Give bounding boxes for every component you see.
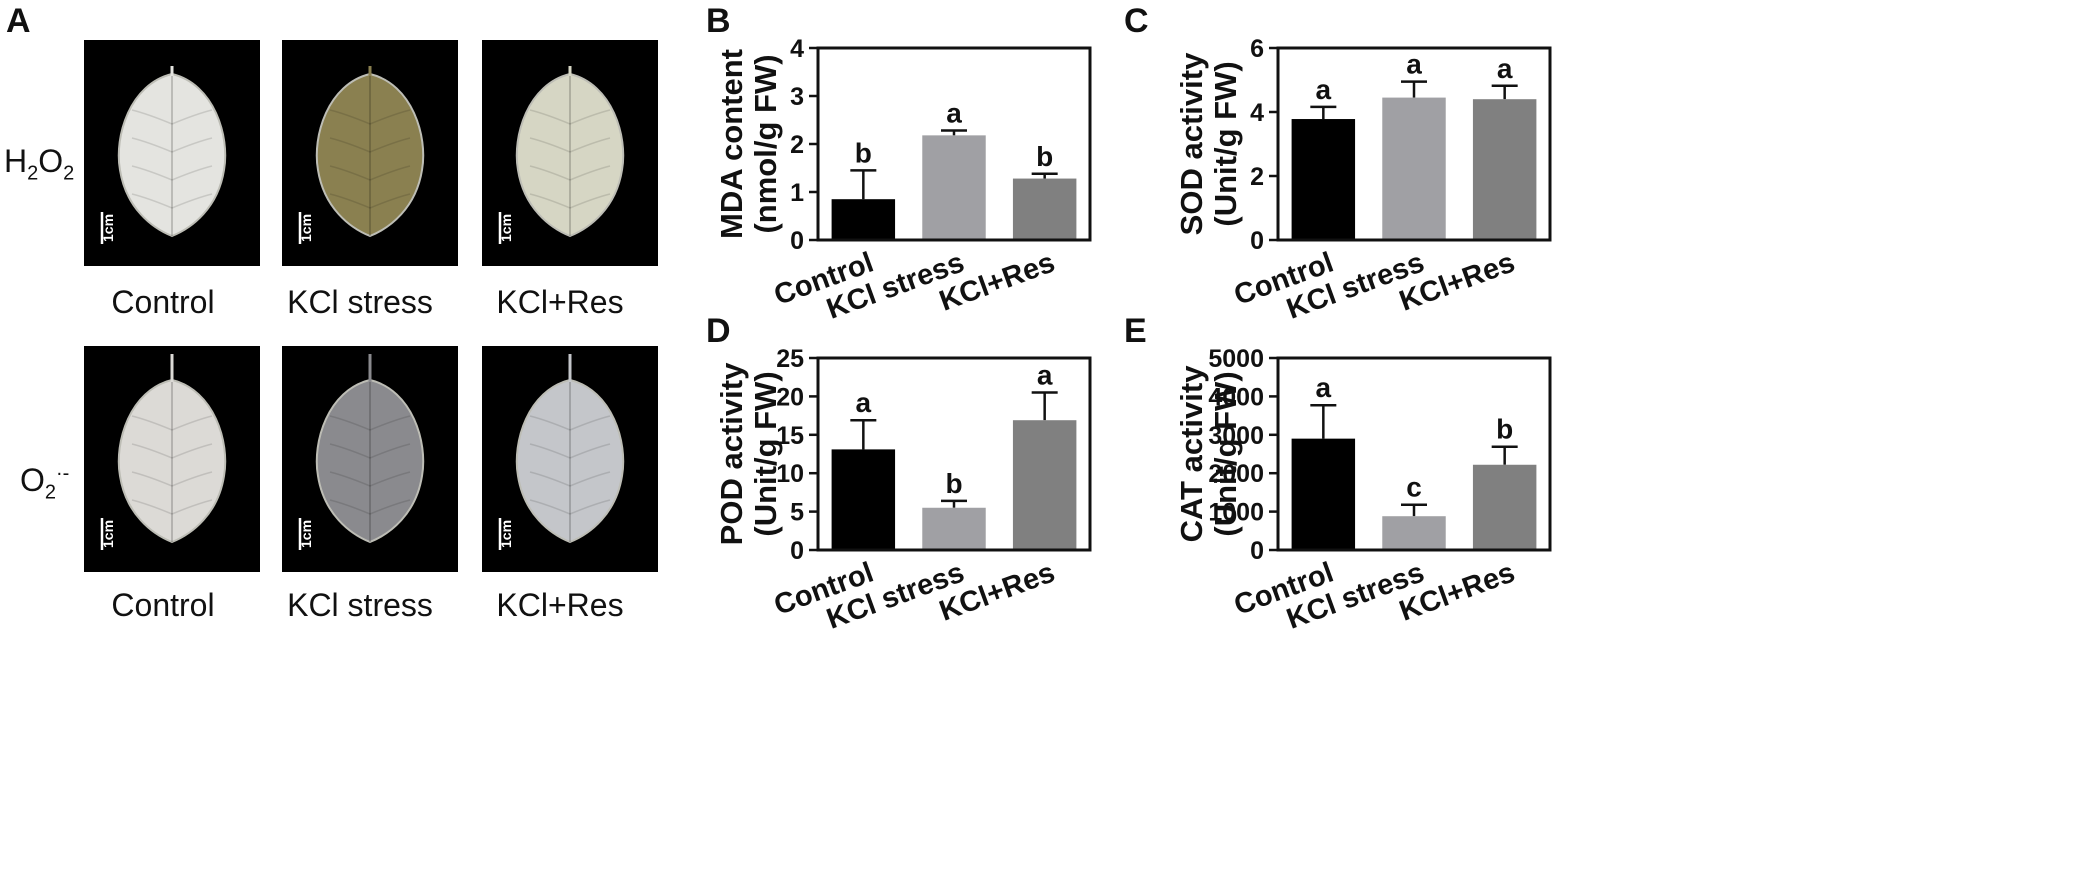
- y-tick-label: 1000: [1208, 499, 1264, 527]
- mda-content-chart: MDA content (nmol/g FW)01234bControlaKCl …: [714, 35, 1092, 326]
- significance-letter: a: [856, 387, 872, 418]
- y-tick-label: 4: [790, 35, 804, 63]
- y-tick-label: 3000: [1208, 422, 1264, 450]
- caption-row1-kcl-res: KCl+Res: [496, 284, 624, 320]
- y-tick-label: 1: [790, 179, 804, 207]
- bar-kcl-stress: [1382, 97, 1446, 240]
- caption-row1-kcl-stress: KCl stress: [287, 284, 433, 320]
- sod-activity-chart: SOD activity (Unit/g FW)0246aControlaKCl …: [1174, 35, 1552, 326]
- y-tick-label: 15: [776, 422, 804, 450]
- y-tick-label: 2: [790, 131, 804, 159]
- y-tick-label: 0: [1250, 537, 1264, 565]
- y-tick-label: 4: [1250, 99, 1264, 127]
- leaf-shape: [117, 378, 227, 544]
- y-tick-label: 2000: [1208, 460, 1264, 488]
- scale-bar-label: 1cm: [498, 520, 514, 548]
- y-axis-label: SOD activity: [1174, 52, 1209, 235]
- superoxide-row-label: O2·-: [20, 462, 70, 504]
- panel-b-letter: B: [706, 2, 731, 40]
- caption-row1-control: Control: [111, 284, 215, 320]
- y-tick-label: 25: [776, 345, 804, 373]
- y-axis-unit-label: (Unit/g FW): [1208, 61, 1243, 226]
- significance-letter: a: [1497, 53, 1513, 84]
- leaf-photo-row1-kcl-stress: 1cm: [282, 40, 458, 266]
- h2o2-row-label: H2O2: [4, 143, 75, 185]
- y-tick-label: 10: [776, 460, 804, 488]
- bar-kcl-res: [1472, 464, 1537, 550]
- leaf-shape: [117, 72, 227, 238]
- y-axis-label: POD activity: [714, 362, 749, 545]
- y-tick-label: 5: [790, 499, 804, 527]
- y-tick-label: 2: [1250, 163, 1264, 191]
- significance-letter: b: [1496, 414, 1513, 445]
- caption-row2-kcl-stress: KCl stress: [287, 587, 433, 623]
- y-axis-label: MDA content: [714, 49, 749, 239]
- panel-c-letter: C: [1124, 2, 1149, 40]
- leaf-shape: [315, 378, 425, 544]
- plot-frame: [816, 356, 1092, 552]
- bar-control: [1291, 119, 1356, 240]
- y-tick-label: 5000: [1208, 345, 1264, 373]
- panel-d-letter: D: [706, 312, 731, 350]
- leaf-photo-row2-control: 1cm: [84, 346, 260, 572]
- significance-letter: b: [945, 468, 962, 499]
- scale-bar-label: 1cm: [498, 214, 514, 242]
- significance-letter: a: [946, 98, 962, 129]
- scale-bar-label: 1cm: [100, 214, 116, 242]
- scale-bar-label: 1cm: [298, 214, 314, 242]
- y-axis-unit-label: (Unit/g FW): [1208, 371, 1243, 536]
- y-tick-label: 3: [790, 83, 804, 111]
- y-tick-label: 0: [790, 537, 804, 565]
- leaf-photo-row2-kcl-stress: 1cm: [282, 346, 458, 572]
- leaf-shape: [515, 378, 625, 544]
- pod-activity-chart: POD activity (Unit/g FW)0510152025aContro…: [714, 345, 1092, 636]
- y-axis-label: CAT activity: [1174, 365, 1209, 543]
- significance-letter: b: [1036, 141, 1053, 172]
- y-tick-label: 0: [790, 227, 804, 255]
- bar-kcl-res: [1012, 420, 1077, 550]
- significance-letter: a: [1316, 74, 1332, 105]
- scale-bar-label: 1cm: [298, 520, 314, 548]
- leaf-photo-row2-kcl-res: 1cm: [482, 346, 658, 572]
- scale-bar-label: 1cm: [100, 520, 116, 548]
- caption-row2-kcl-res: KCl+Res: [496, 587, 624, 623]
- y-tick-label: 4000: [1208, 383, 1264, 411]
- panel-a-letter: A: [6, 2, 31, 40]
- bar-control: [831, 449, 896, 550]
- y-tick-label: 0: [1250, 227, 1264, 255]
- bar-kcl-stress: [1382, 516, 1446, 550]
- caption-row2-control: Control: [111, 587, 215, 623]
- significance-letter: a: [1037, 360, 1053, 391]
- significance-letter: a: [1406, 49, 1422, 80]
- significance-letter: c: [1406, 472, 1422, 503]
- plot-frame: [1276, 356, 1552, 552]
- bar-kcl-res: [1472, 99, 1537, 240]
- bar-kcl-stress: [922, 507, 986, 550]
- cat-activity-chart: CAT activity (Unit/g FW)0 1000 2000 3000 4000…: [1174, 345, 1552, 636]
- bar-kcl-res: [1012, 178, 1077, 240]
- plot-frame: [1276, 46, 1552, 242]
- leaf-photo-row1-kcl-res: 1cm: [482, 40, 658, 266]
- y-tick-label: 20: [776, 383, 804, 411]
- y-axis-unit-label: (Unit/g FW): [748, 371, 783, 536]
- bar-kcl-stress: [922, 135, 986, 240]
- leaf-shape: [315, 72, 425, 238]
- significance-letter: b: [855, 137, 872, 168]
- panel-e-letter: E: [1124, 312, 1147, 350]
- bar-control: [1291, 438, 1356, 550]
- plot-frame: [816, 46, 1092, 242]
- y-tick-label: 6: [1250, 35, 1264, 63]
- leaf-photo-row1-control: 1cm: [84, 40, 260, 266]
- bar-control: [831, 199, 896, 240]
- significance-letter: a: [1316, 372, 1332, 403]
- leaf-shape: [515, 72, 625, 238]
- y-axis-unit-label: (nmol/g FW): [748, 54, 783, 233]
